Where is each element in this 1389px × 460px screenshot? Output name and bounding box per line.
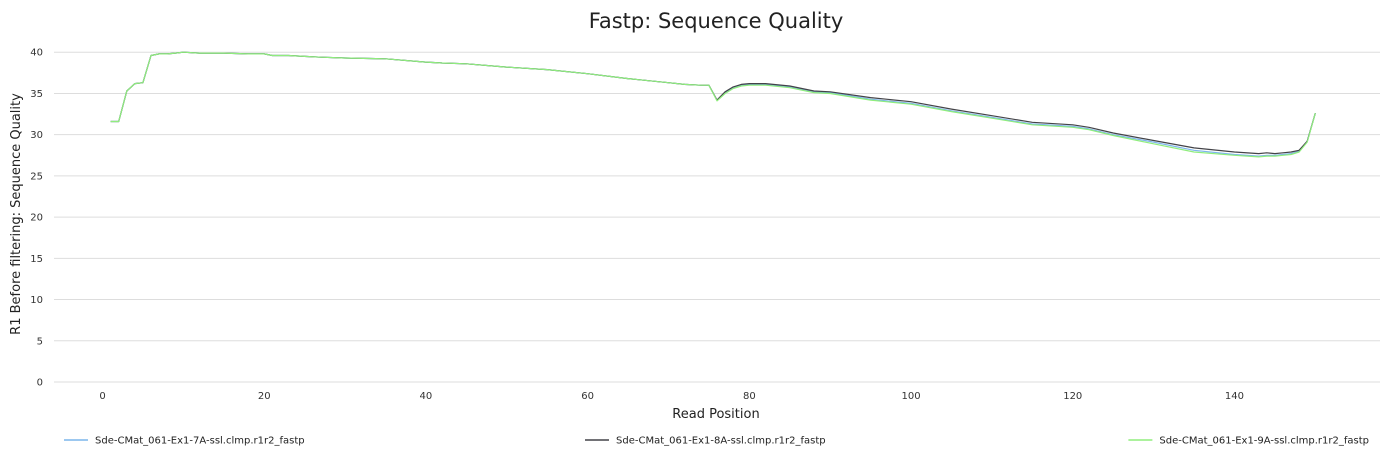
x-axis-ticks: 0 20 40 60 80 100 120 140 (99, 391, 1244, 402)
y-axis-label: R1 Before filtering: Sequence Quality (9, 93, 24, 335)
y-axis-ticks: 0 5 10 15 20 25 30 35 40 (30, 48, 43, 389)
legend-label: Sde-CMat_061-Ex1-8A-ssl.clmp.r1r2_fastp (616, 436, 826, 447)
y-tick-label: 0 (37, 378, 43, 389)
series-lines (110, 51, 1316, 158)
x-tick-label: 40 (420, 391, 433, 402)
legend-item-3[interactable]: Sde-CMat_061-Ex1-9A-ssl.clmp.r1r2_fastp (1128, 436, 1369, 447)
legend-item-1[interactable]: Sde-CMat_061-Ex1-7A-ssl.clmp.r1r2_fastp (64, 436, 305, 447)
x-tick-label: 60 (581, 391, 594, 402)
legend-item-2[interactable]: Sde-CMat_061-Ex1-8A-ssl.clmp.r1r2_fastp (585, 436, 826, 447)
x-tick-label: 80 (743, 391, 756, 402)
series-line-1 (110, 51, 1316, 157)
y-tick-label: 20 (30, 213, 43, 224)
y-tick-label: 35 (30, 89, 43, 100)
x-tick-label: 120 (1063, 391, 1082, 402)
legend-label: Sde-CMat_061-Ex1-9A-ssl.clmp.r1r2_fastp (1159, 436, 1369, 447)
x-tick-label: 100 (902, 391, 921, 402)
legend-label: Sde-CMat_061-Ex1-7A-ssl.clmp.r1r2_fastp (95, 436, 305, 447)
x-tick-label: 0 (99, 391, 105, 402)
x-axis-label: Read Position (672, 407, 759, 422)
gridlines (54, 51, 1380, 383)
x-tick-label: 20 (258, 391, 271, 402)
series-line-3 (110, 51, 1316, 158)
y-tick-label: 10 (30, 295, 43, 306)
legend: Sde-CMat_061-Ex1-7A-ssl.clmp.r1r2_fastp S… (64, 436, 1369, 447)
chart-title: Fastp: Sequence Quality (589, 9, 844, 33)
y-tick-label: 30 (30, 130, 43, 141)
y-tick-label: 5 (37, 336, 43, 347)
y-tick-label: 15 (30, 254, 43, 265)
y-tick-label: 25 (30, 171, 43, 182)
x-tick-label: 140 (1225, 391, 1244, 402)
y-tick-label: 40 (30, 48, 43, 59)
